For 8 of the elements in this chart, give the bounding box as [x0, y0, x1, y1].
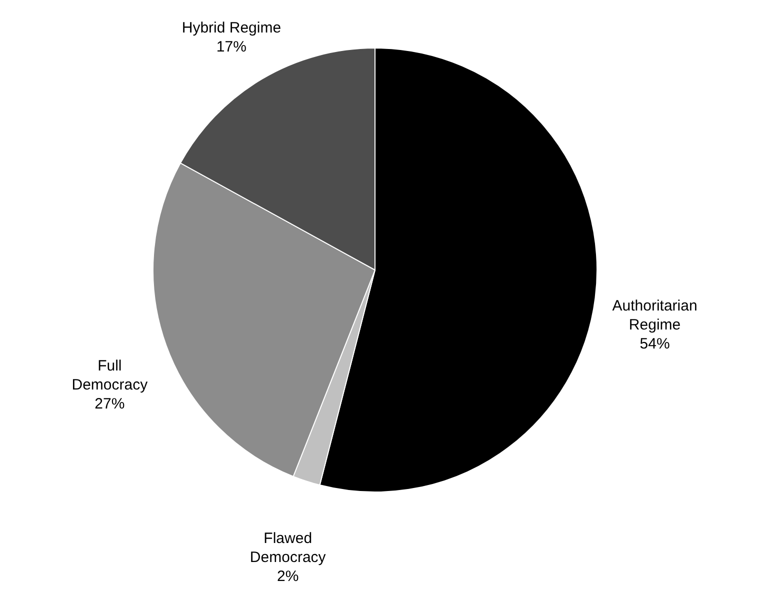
- data-label: 27%: [94, 396, 125, 413]
- slice-label: Hybrid Regime: [182, 19, 282, 36]
- slice-label: Flawed Democracy: [250, 530, 326, 566]
- data-label: 2%: [277, 568, 299, 586]
- data-label: 54%: [640, 335, 670, 352]
- slice-label: Authoritarian Regime: [612, 297, 698, 334]
- slice-label: Full Democracy: [72, 358, 148, 394]
- data-label: 17%: [216, 38, 246, 56]
